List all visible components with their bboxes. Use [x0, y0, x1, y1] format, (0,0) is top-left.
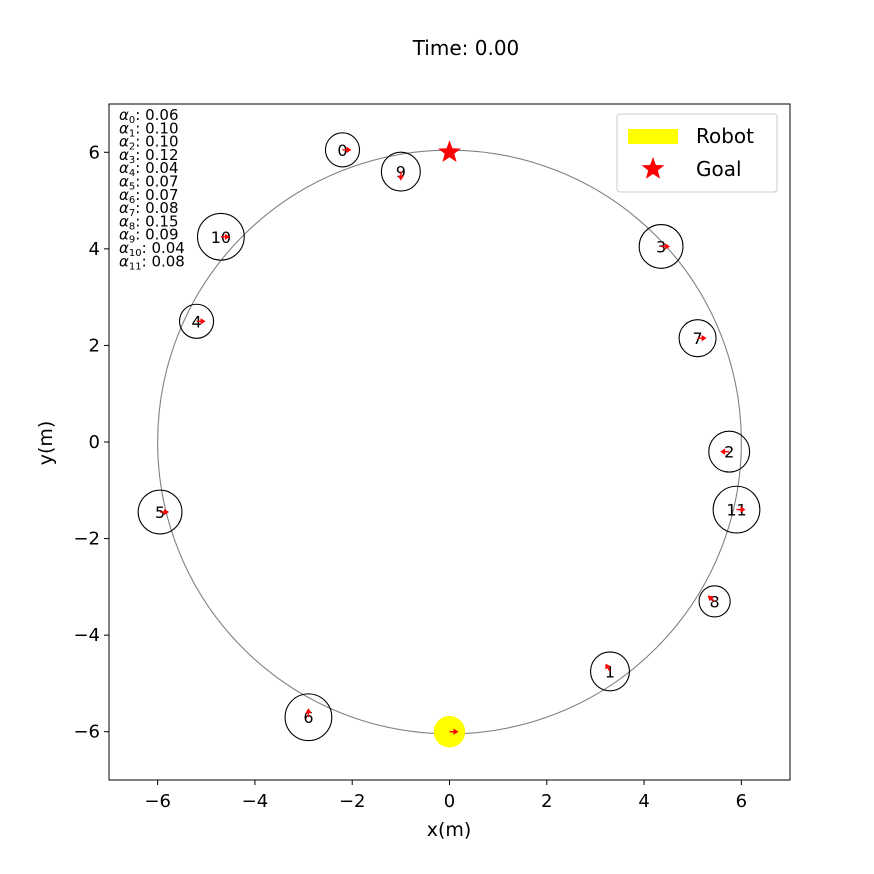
agent-1-circle: [590, 651, 631, 692]
agent-7-arrow-head: [701, 334, 707, 342]
agent-3-circle: [638, 224, 684, 269]
alpha-4: α4: 0.04: [119, 159, 179, 179]
agent-1-arrow: [605, 663, 611, 672]
agent-10-circle: [196, 212, 245, 261]
x-tick-label-0: 0: [444, 791, 455, 812]
x-tick-label-4: 4: [638, 791, 649, 812]
y-tick-label-6: 6: [89, 142, 100, 163]
agent-8-circle: [698, 585, 731, 618]
legend-robot-swatch: [628, 129, 678, 144]
alpha-2: α2: 0.10: [119, 133, 179, 153]
y-tick-label--6: −6: [73, 722, 100, 743]
alpha-1: α1: 0.10: [119, 119, 179, 139]
agent-9-circle: [380, 151, 421, 192]
agent-7: 7: [678, 319, 717, 358]
alpha-3: α3: 0.12: [119, 146, 179, 166]
robot-heading-arrow-head: [453, 728, 459, 735]
alpha-10: α10: 0.04: [119, 239, 185, 259]
agent-1-arrow-shaft: [607, 667, 611, 672]
legend-goal-swatch: [641, 157, 665, 179]
agent-10-arrow-head: [224, 233, 230, 240]
y-tick-label-4: 4: [89, 239, 100, 260]
agent-3-arrow-head: [665, 243, 671, 250]
legend: Robot Goal: [616, 113, 778, 193]
chart-title: Time: 0.00: [412, 36, 520, 60]
agent-10-arrow: [220, 233, 230, 240]
agent-9-arrow: [397, 171, 405, 181]
agent-8-arrow: [707, 595, 716, 602]
agent-8-arrow-shaft: [711, 598, 716, 602]
agent-5-arrow: [160, 508, 170, 516]
agent-8-arrow-head: [707, 595, 714, 602]
alpha-0: α0: 0.06: [119, 106, 179, 126]
goal-marker: [438, 140, 461, 162]
y-axis-label: y(m): [35, 421, 57, 466]
x-tick-label-2: 2: [541, 791, 552, 812]
agent-1-arrow-head: [605, 663, 611, 670]
legend-label-robot: Robot: [696, 124, 754, 148]
agent-4-circle: [178, 303, 215, 339]
robot-heading-arrow: [449, 728, 459, 735]
agent-3-arrow: [661, 243, 671, 250]
agent-5-circle: [137, 489, 183, 535]
agent-7-circle: [678, 319, 717, 358]
alpha-11: α11: 0.08: [119, 252, 185, 272]
y-tick-label--4: −4: [73, 625, 100, 646]
y-tick-label-0: 0: [89, 432, 100, 453]
agent-1-label: 1: [605, 662, 615, 681]
y-tick-label--2: −2: [73, 529, 100, 550]
alpha-6: α6: 0.07: [119, 186, 179, 206]
agent-5-arrow-head: [164, 508, 170, 516]
agent-11-arrow-head: [740, 506, 746, 513]
agent-6-circle: [284, 693, 333, 742]
x-tick-label--4: −4: [242, 791, 269, 812]
x-axis-label: x(m): [427, 819, 472, 841]
x-tick-label--6: −6: [144, 791, 171, 812]
agent-0-arrow: [342, 146, 352, 154]
alpha-5: α5: 0.07: [119, 173, 179, 193]
x-tick-label-6: 6: [736, 791, 747, 812]
agent-2-circle: [708, 430, 751, 473]
agent-0-circle: [324, 132, 361, 168]
agent-0-arrow-head: [346, 146, 352, 154]
alpha-7: α7: 0.08: [119, 199, 179, 219]
agent-8: 8: [698, 585, 731, 618]
agent-8-label: 8: [710, 592, 720, 611]
agent-6: 6: [284, 693, 333, 742]
agent-2-arrow: [720, 448, 730, 455]
agent-11-circle: [712, 485, 761, 534]
agent-11-arrow: [736, 506, 746, 513]
agent-6-arrow-head: [305, 708, 312, 714]
plot-frame: [108, 103, 791, 781]
agent-6-arrow: [305, 708, 312, 718]
agent-9-arrow-head: [397, 175, 405, 181]
agent-7-arrow: [697, 334, 707, 342]
agent-1: 1: [590, 651, 631, 692]
agent-4-arrow: [196, 318, 206, 325]
path-circle: [157, 149, 742, 735]
alpha-9: α9: 0.09: [119, 226, 179, 246]
agent-2-arrow-head: [720, 448, 726, 455]
legend-label-goal: Goal: [696, 157, 742, 181]
agent-6-label: 6: [303, 708, 313, 727]
x-tick-label--2: −2: [339, 791, 366, 812]
agent-4-arrow-head: [200, 318, 206, 325]
y-tick-label-2: 2: [89, 335, 100, 356]
alpha-8: α8: 0.15: [119, 212, 179, 232]
